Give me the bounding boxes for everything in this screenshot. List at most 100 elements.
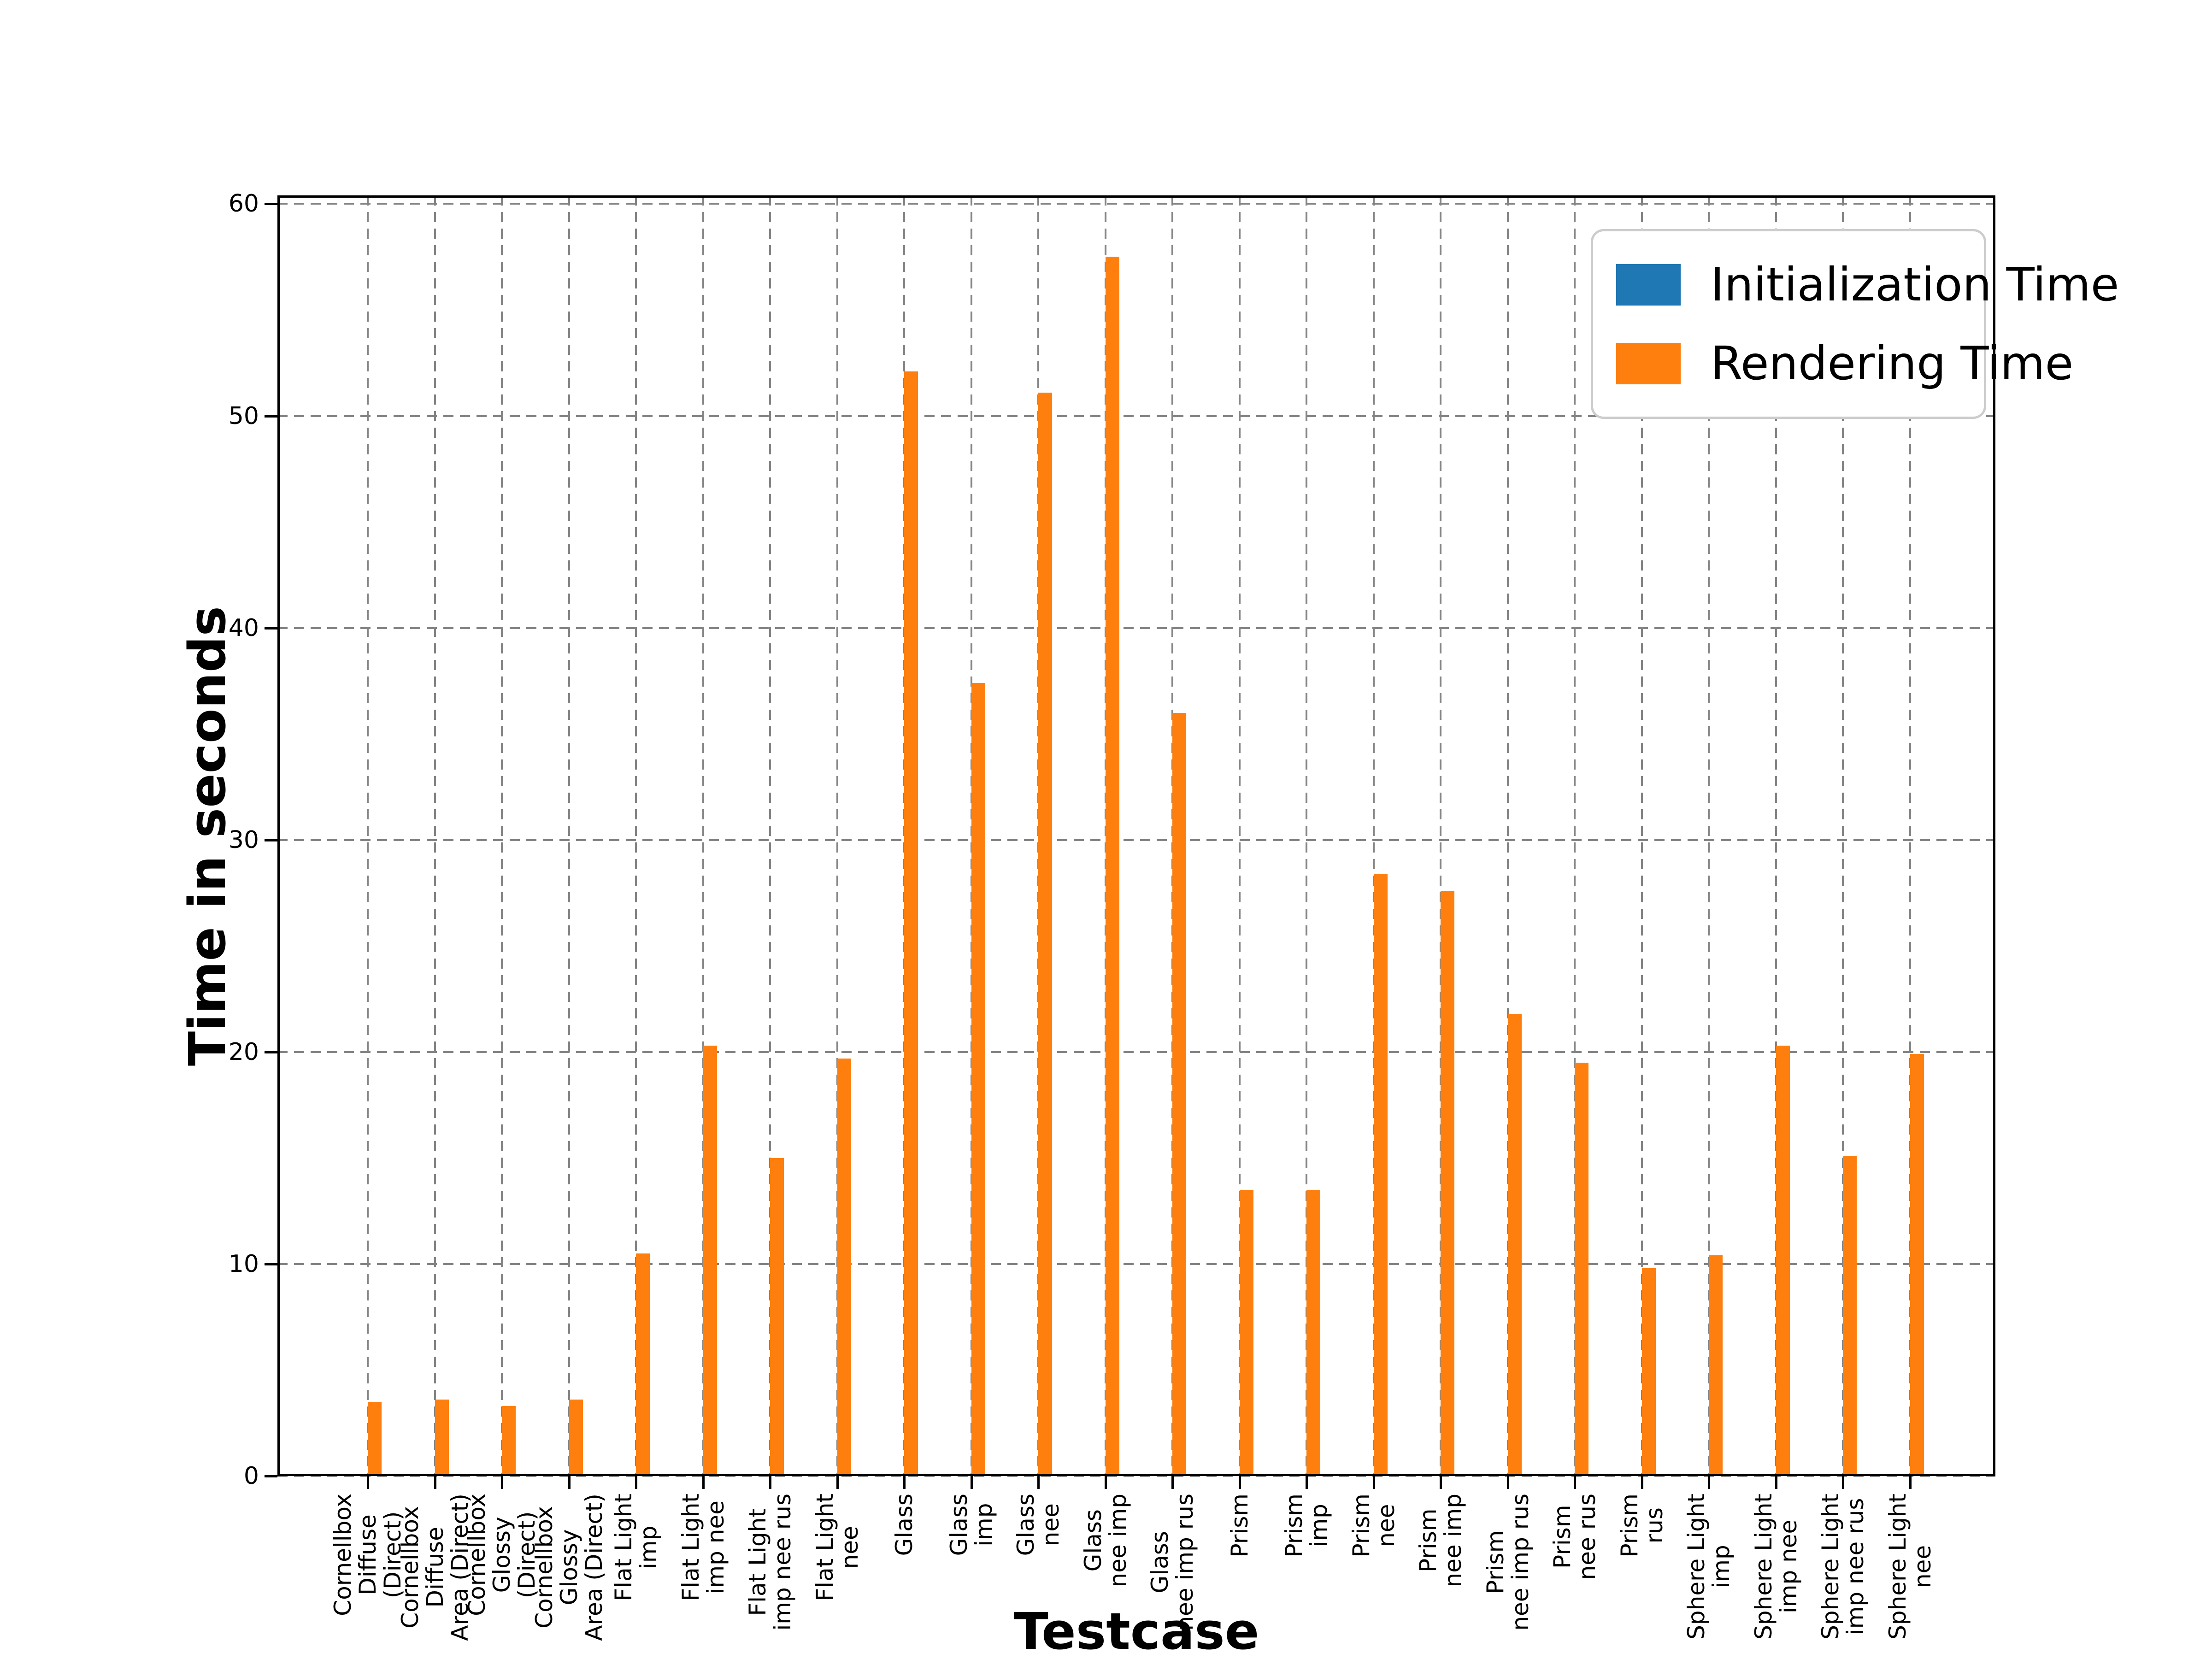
gridline-horizontal [277,839,1995,841]
x-tick-mark [1909,1476,1912,1489]
gridline-horizontal [277,627,1995,629]
rendering-bar [1441,891,1454,1476]
gridline-vertical [1506,195,1509,1476]
x-tick-label-anchor: Prism nee [1348,1494,1412,1557]
y-tick-mark [265,839,277,841]
x-tick-label: Sphere Light imp nee [1750,1494,1802,1640]
y-tick-label: 40 [228,614,259,642]
gridline-vertical [434,195,436,1476]
x-tick-label: Cornellbox Glossy (Direct) [464,1494,540,1616]
x-tick-mark [1775,1476,1777,1489]
x-tick-label: Glass nee [1012,1494,1064,1556]
gridline-horizontal [277,203,1995,205]
x-tick-mark [1641,1476,1643,1489]
x-tick-label: Flat Light imp nee rus [744,1494,796,1631]
x-tick-mark [1171,1476,1174,1489]
x-tick-label-anchor: Prism imp [1281,1494,1345,1557]
x-tick-mark [501,1476,503,1489]
x-tick-mark [1104,1476,1107,1489]
x-tick-mark [434,1476,436,1489]
x-tick-mark [903,1476,906,1489]
y-tick-label: 30 [228,826,259,854]
gridline-vertical [635,195,637,1476]
x-tick-label: Prism nee [1347,1494,1400,1558]
y-tick-mark [265,203,277,206]
y-tick-mark [265,627,277,629]
y-axis-label: Time in seconds [178,606,237,1066]
gridline-vertical [1306,195,1307,1476]
gridline-vertical [367,195,369,1476]
rendering-bar [1373,874,1388,1476]
x-tick-label: Prism nee imp rus [1482,1494,1534,1631]
x-tick-label-anchor: Sphere Light nee [1884,1494,2031,1640]
x-tick-mark [1306,1476,1308,1489]
x-tick-label: Prism nee rus [1549,1494,1600,1580]
rendering-bar [703,1045,717,1476]
x-tick-label: Cornellbox Glossy Area (Direct) [530,1494,607,1641]
x-axis-label: Testcase [1013,1602,1259,1659]
spine-bottom [277,1474,1995,1476]
rendering-bar [770,1158,784,1476]
x-tick-label-anchor: Glass [891,1494,954,1556]
gridline-vertical [1574,195,1576,1476]
rendering-bar [1038,392,1052,1476]
gridline-vertical [1909,195,1911,1476]
x-tick-label: Prism rus [1616,1494,1668,1558]
rendering-bar [1910,1054,1924,1476]
rendering-bar [1776,1045,1790,1476]
rendering-bar [1239,1189,1253,1476]
legend-label-initialization: Initialization Time [1711,257,2119,312]
rendering-bar [636,1253,650,1476]
gridline-vertical [702,195,704,1476]
x-tick-label: Sphere Light imp [1683,1494,1735,1640]
gridline-horizontal [277,1475,1995,1477]
x-tick-label: Flat Light nee [811,1494,863,1601]
gridline-vertical [1842,195,1844,1476]
rendering-bar [1105,257,1119,1476]
spine-right [1993,195,1995,1476]
y-tick-label: 50 [228,402,259,430]
x-tick-label: Sphere Light imp nee rus [1817,1494,1869,1640]
x-tick-label: Glass [891,1494,918,1556]
x-tick-mark [769,1476,771,1489]
gridline-vertical [1641,195,1643,1476]
x-tick-mark [568,1476,571,1489]
rendering-bar [1641,1268,1656,1476]
x-tick-mark [702,1476,705,1489]
gridline-vertical [568,195,570,1476]
legend-swatch-initialization-icon [1616,264,1681,306]
gridline-vertical [836,195,838,1476]
y-tick-mark [265,415,277,418]
rendering-bar [569,1400,583,1476]
x-tick-mark [1440,1476,1442,1489]
rendering-bar [837,1058,851,1476]
x-tick-label: Prism imp [1281,1494,1332,1558]
x-tick-label: Prism nee imp [1415,1494,1466,1588]
y-tick-mark [265,1475,277,1477]
gridline-vertical [1775,195,1777,1476]
y-tick-label: 60 [228,190,259,218]
x-tick-mark [367,1476,369,1489]
gridline-horizontal [277,1263,1995,1265]
gridline-horizontal [277,1051,1995,1053]
x-tick-mark [1574,1476,1576,1489]
x-tick-label-anchor: Glass nee [1012,1494,1076,1556]
y-tick-mark [265,1263,277,1265]
x-tick-label-anchor: Prism rus [1616,1494,1681,1557]
rendering-bar [1172,712,1186,1476]
gridline-vertical [501,195,503,1476]
x-tick-mark [970,1476,973,1489]
x-tick-mark [635,1476,637,1489]
x-tick-label: Glass imp [945,1494,997,1556]
y-tick-label: 0 [243,1462,259,1490]
legend-item-initialization-time: Initialization Time [1616,261,2119,308]
legend-item-rendering-time: Rendering Time [1616,340,2073,387]
rendering-bar [904,371,918,1476]
y-tick-mark [265,1051,277,1053]
x-tick-label: Cornellbox Diffuse (Direct) [329,1494,406,1616]
y-tick-label: 10 [228,1250,259,1278]
x-tick-label: Cornellbox Diffuse Area (Direct) [396,1494,473,1641]
spine-left [277,195,280,1476]
x-tick-mark [1037,1476,1040,1489]
